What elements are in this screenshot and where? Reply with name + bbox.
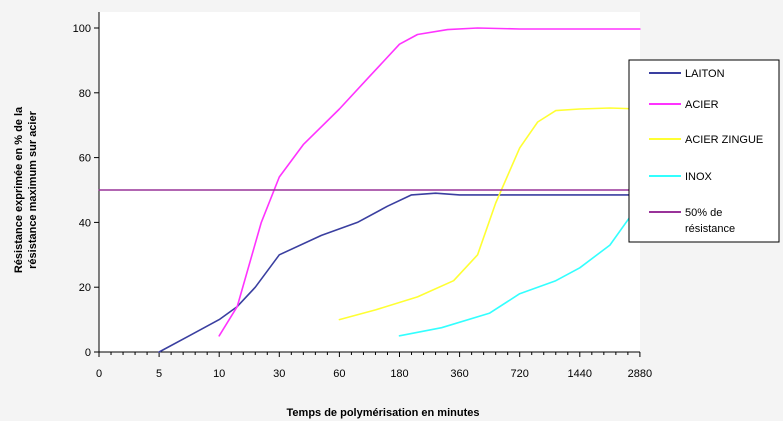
y-tick-label: 100 (73, 23, 91, 35)
x-tick-label: 180 (390, 368, 408, 380)
plot-area (99, 12, 640, 352)
legend-label: ACIER ZINGUE (685, 134, 763, 146)
x-tick-label: 2880 (628, 368, 652, 380)
legend-label: ACIER (685, 99, 719, 111)
y-tick-label: 0 (85, 347, 91, 359)
legend-label: INOX (685, 171, 713, 183)
x-tick-label: 5 (156, 368, 162, 380)
plot-background (99, 12, 640, 352)
x-axis: 0 5 10 30 60 180 360 720 1440 2880 (96, 351, 652, 380)
legend: LAITON ACIER ACIER ZINGUE INOX 50% de résista… (628, 59, 780, 243)
x-axis-title: Temps de polymérisation en minutes (287, 407, 480, 419)
x-tick-label: 1440 (568, 368, 592, 380)
y-axis: 0 20 40 60 80 100 (73, 12, 100, 359)
y-tick-label: 80 (79, 88, 91, 100)
series-line-inox (398, 202, 641, 337)
legend-label: LAITON (685, 68, 725, 80)
y-tick-label: 20 (79, 282, 91, 294)
y-tick-label: 60 (79, 153, 91, 165)
series-line-acier-zingue (338, 107, 641, 321)
series-layer (98, 27, 641, 353)
y-axis-title-text: Résistance exprimée en % de la résistance… (13, 106, 39, 273)
series-line-acier (218, 27, 641, 337)
x-tick-label: 60 (333, 368, 345, 380)
x-tick-label: 0 (96, 368, 102, 380)
x-tick-label: 10 (213, 368, 225, 380)
legend-label: 50% de résistance (685, 207, 735, 235)
x-tick-label: 360 (450, 368, 468, 380)
x-tick-label: 720 (511, 368, 529, 380)
x-tick-label: 30 (273, 368, 285, 380)
y-tick-label: 40 (79, 217, 91, 229)
y-axis-title: Résistance exprimée en % de la résistance… (13, 106, 39, 273)
